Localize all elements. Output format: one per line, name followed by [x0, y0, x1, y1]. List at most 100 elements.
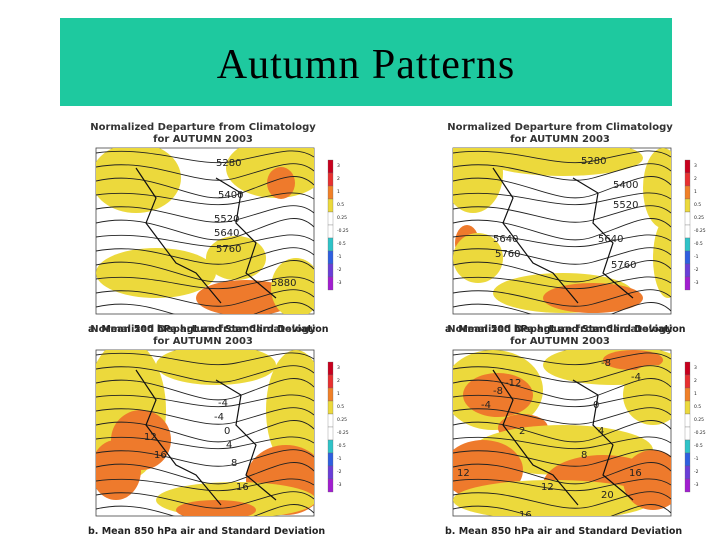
contour-line: [453, 234, 671, 248]
contour-line: [96, 394, 314, 408]
anomaly-area: [453, 148, 503, 213]
colorbar-swatch: [684, 211, 691, 226]
contour-label: -8: [493, 386, 503, 397]
anomaly-area: [453, 480, 653, 516]
colorbar-swatch: [684, 224, 691, 239]
anomaly-area: [176, 500, 256, 516]
colorbar-label: -0.5: [694, 443, 703, 449]
colorbar-label: -3: [694, 280, 699, 286]
colorbar-label: 0.5: [337, 404, 344, 410]
colorbar-swatch: [327, 452, 334, 467]
contour-label: 5760: [216, 244, 241, 255]
anomaly-area: [603, 350, 663, 370]
colorbar-label: -0.5: [337, 241, 346, 247]
colorbar-label: -0.5: [337, 443, 346, 449]
contour-label: 12: [541, 482, 554, 493]
colorbar-swatch: [327, 374, 334, 389]
contour-line: [96, 150, 314, 164]
colorbar-label: 1: [694, 189, 697, 195]
anomaly-area: [156, 350, 276, 385]
colorbar-label: 0.25: [694, 215, 704, 221]
contour-label: -4: [481, 400, 491, 411]
contour-line: [96, 420, 314, 443]
anomaly-area: [623, 450, 671, 510]
contour-label: 5280: [216, 158, 241, 169]
anomaly-area: [271, 258, 314, 314]
anomaly-area: [643, 148, 671, 228]
colorbar-swatch: [327, 211, 334, 226]
colorbar-swatch: [327, 478, 334, 493]
colorbar-label: 3: [694, 365, 697, 371]
contour-line: [453, 276, 671, 290]
colorbar-swatch: [327, 185, 334, 200]
anomaly-area: [653, 218, 671, 298]
contour-line: [453, 163, 671, 181]
panels: Normalized Departure from Climatologyfor…: [88, 122, 706, 537]
contour-line: [453, 365, 671, 383]
map-panel: Normalized Departure from Climatologyfor…: [88, 324, 349, 537]
contour-label: 5520: [214, 214, 239, 225]
contour-line: [453, 302, 671, 314]
colorbar-swatch: [327, 426, 334, 441]
colorbar-label: -2: [337, 469, 342, 475]
contour-line: [96, 163, 314, 181]
contour-line: [96, 407, 314, 425]
colorbar-label: 1: [337, 391, 340, 397]
colorbar-swatch: [327, 276, 334, 291]
contour-line: [453, 436, 671, 450]
contour-line: [453, 378, 671, 401]
contour-label: 8: [581, 450, 587, 461]
contour-label: 4: [226, 440, 232, 451]
colorbar-swatch: [684, 478, 691, 493]
contour-line: [96, 276, 314, 290]
colorbar-swatch: [684, 250, 691, 265]
panel-caption: b. Mean 850 hPa air and Standard Deviati…: [88, 526, 325, 537]
colorbar-label: -1: [694, 456, 699, 462]
panel-heading: for AUTUMN 2003: [153, 336, 253, 347]
contour-label: -8: [601, 358, 611, 369]
contour-line: [453, 352, 671, 366]
colorbar-label: 0.25: [337, 417, 347, 423]
colorbar-label: 1: [694, 391, 697, 397]
panel-caption: b. Mean 850 hPa air and Standard Deviati…: [445, 526, 682, 537]
colorbar-swatch: [684, 426, 691, 441]
colorbar-swatch: [684, 439, 691, 454]
colorbar-label: -2: [694, 469, 699, 475]
contour-line: [96, 436, 314, 450]
contour-label: 20: [601, 490, 614, 501]
colorbar-swatch: [684, 276, 691, 291]
contour-label: 5880: [271, 278, 296, 289]
contour-label: 5760: [611, 260, 636, 271]
colorbar-swatch: [684, 361, 691, 376]
anomaly-area: [206, 236, 266, 280]
colorbar-swatch: [327, 172, 334, 187]
colorbar-label: 0.25: [337, 215, 347, 221]
contour-line: [96, 260, 314, 283]
contour-label: 5520: [613, 200, 638, 211]
contour-label: -4: [214, 412, 224, 423]
contour-line: [453, 289, 671, 307]
colorbar-label: -1: [337, 254, 342, 260]
contour-line: [96, 491, 314, 509]
colorbar-label: 3: [337, 163, 340, 169]
colorbar-swatch: [684, 387, 691, 402]
contour-label: -4: [218, 398, 228, 409]
coastline: [492, 167, 634, 304]
colorbar-label: 2: [337, 378, 340, 384]
panel-caption: a. Mean 500 hPa hgt and Standard Deviati…: [88, 324, 329, 335]
colorbar-label: -3: [337, 280, 342, 286]
contour-line: [453, 491, 671, 509]
anomaly-area: [96, 148, 181, 213]
contour-line: [96, 365, 314, 383]
colorbar-label: 0.5: [694, 202, 701, 208]
contour-line: [96, 218, 314, 241]
panel-heading: for AUTUMN 2003: [510, 134, 610, 145]
panel-heading: Normalized Departure from Climatology: [447, 122, 673, 133]
contour-label: 5760: [495, 249, 520, 260]
colorbar-label: 3: [337, 365, 340, 371]
panel-heading: for AUTUMN 2003: [510, 336, 610, 347]
map-content: 5280 5400 5520 5640 5760 5640 5760: [453, 148, 671, 314]
colorbar-swatch: [684, 263, 691, 278]
contour-label: -12: [505, 378, 521, 389]
